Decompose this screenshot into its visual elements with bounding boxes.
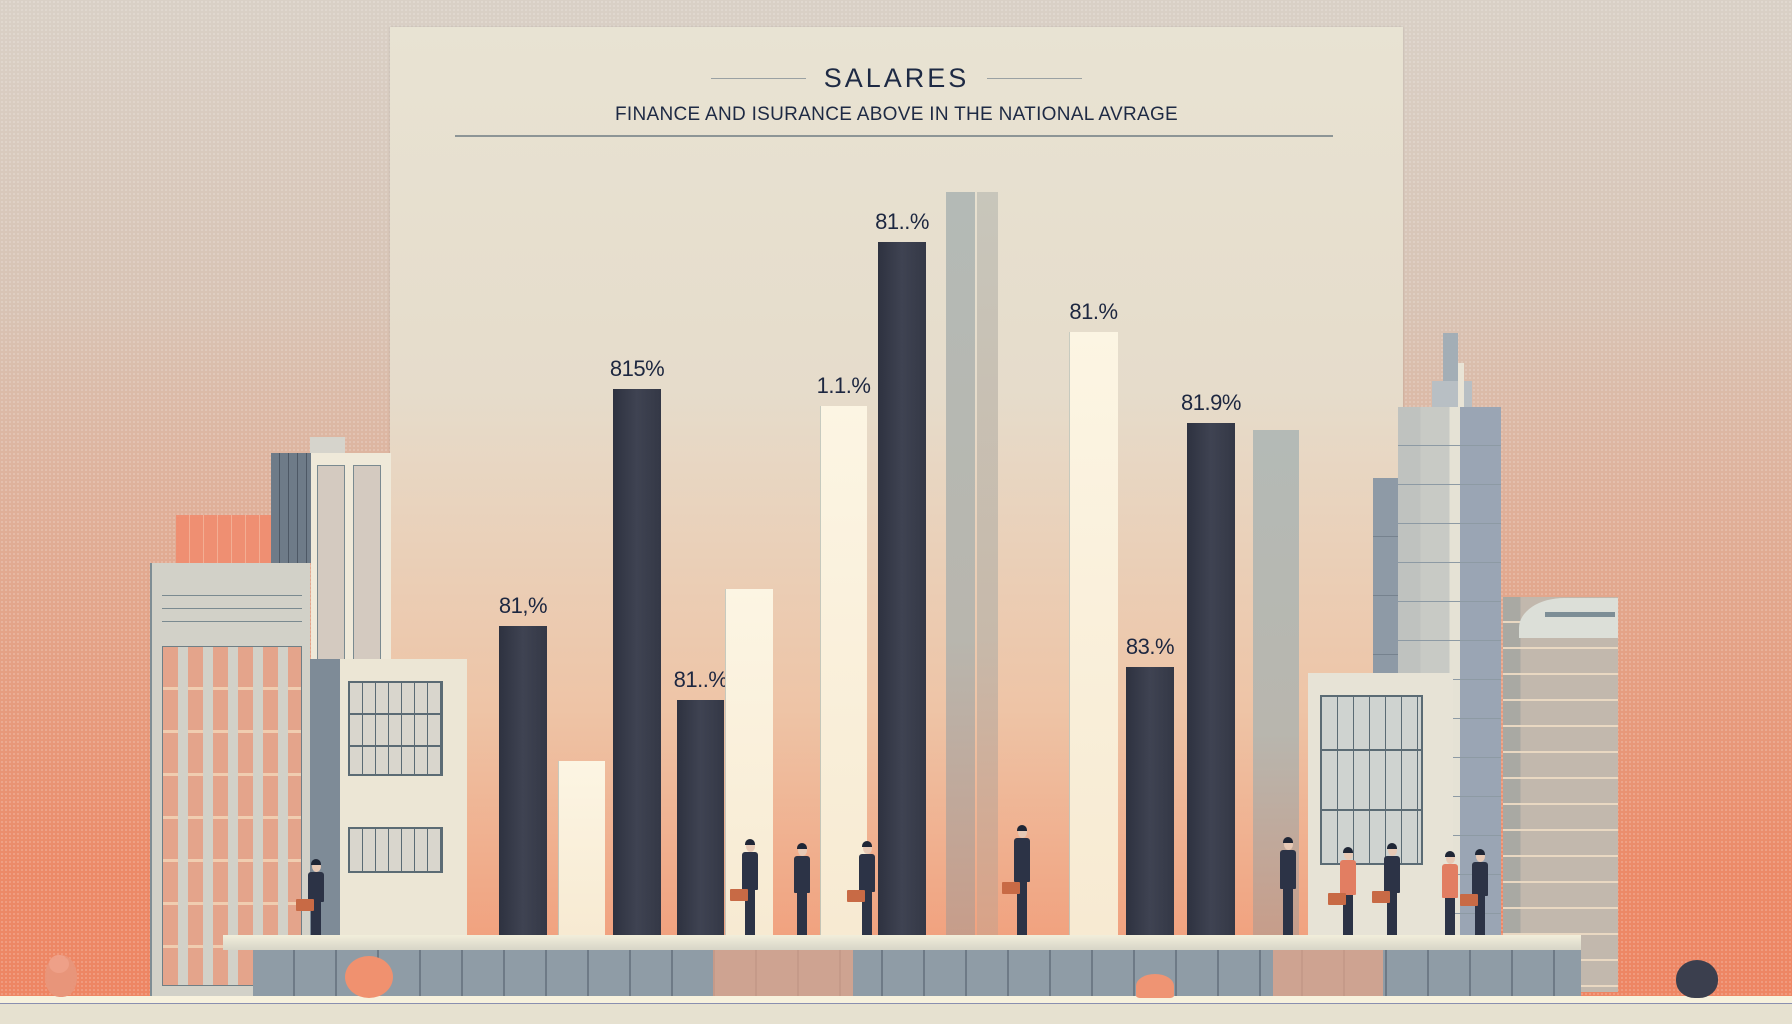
bar-7 xyxy=(878,242,926,935)
bar-value-label: 1.1.% xyxy=(816,373,871,398)
bar-1 xyxy=(499,626,547,935)
bar-value-label: 81..% xyxy=(875,209,929,234)
bar-12 xyxy=(1187,423,1235,935)
tower-pane xyxy=(317,465,345,665)
chart-subtitle: FINANCE AND ISURANCE ABOVE IN THE NATION… xyxy=(614,104,1178,125)
skyscraper-spire-base xyxy=(1432,381,1472,408)
building-stripes xyxy=(162,583,302,623)
bar-4 xyxy=(677,700,724,935)
building-left-main xyxy=(150,563,310,1003)
bar-8 xyxy=(946,192,975,935)
building-tower-dark-side xyxy=(271,453,311,563)
person-icon xyxy=(1440,851,1460,935)
floor xyxy=(0,1004,1792,1024)
person-icon xyxy=(1002,825,1032,935)
person-icon xyxy=(847,841,877,935)
building-left-low xyxy=(310,659,467,935)
bar-11 xyxy=(1126,667,1174,935)
bar-2 xyxy=(558,761,605,935)
bar-value-label: 81..% xyxy=(673,667,728,692)
title-separator xyxy=(455,135,1333,137)
bar-value-label: 81.% xyxy=(1069,299,1118,324)
bar-value-label: 815% xyxy=(609,356,665,381)
bar-9 xyxy=(977,192,998,935)
bar-10 xyxy=(1069,332,1118,935)
skyscraper-spire-accent xyxy=(1458,363,1464,407)
basement-warm-panel xyxy=(1273,950,1383,996)
bar-value-label: 81.9% xyxy=(1181,390,1241,415)
platform xyxy=(223,935,1581,950)
building-rooftop-orange xyxy=(176,515,278,563)
bar-value-label: 81,% xyxy=(498,593,548,618)
title-rule-left xyxy=(710,77,806,79)
building-window-grid xyxy=(348,827,443,873)
building-tower-left xyxy=(311,453,391,683)
shrub-top-icon xyxy=(49,955,69,973)
shrub-dark-icon xyxy=(1676,960,1718,998)
building-tower-cap xyxy=(310,437,345,453)
basement-warm-panel xyxy=(713,950,853,996)
shrub-icon xyxy=(1136,974,1174,998)
bar-6 xyxy=(820,406,867,935)
building-right-short xyxy=(1503,597,1618,992)
ground-line xyxy=(0,996,1792,1004)
person-icon xyxy=(1460,849,1490,935)
chart-title: SALARES xyxy=(823,62,970,93)
title-row: SALARES xyxy=(390,58,1403,98)
building-right-short-cap xyxy=(1519,598,1618,638)
basement xyxy=(253,950,1581,996)
person-icon xyxy=(1278,837,1298,935)
person-icon xyxy=(792,843,812,935)
tower-pane xyxy=(353,465,381,665)
bar-value-label: 83.% xyxy=(1125,634,1175,659)
person-icon xyxy=(1372,843,1402,935)
building-window-grid xyxy=(1320,695,1423,865)
bar-3 xyxy=(613,389,661,935)
title-rule-right xyxy=(987,77,1083,79)
building-windows xyxy=(162,646,302,986)
building-window-grid xyxy=(348,681,443,776)
person-icon xyxy=(1328,847,1358,935)
shrub-icon xyxy=(345,956,393,998)
person-icon xyxy=(296,859,326,935)
person-icon xyxy=(730,839,760,935)
